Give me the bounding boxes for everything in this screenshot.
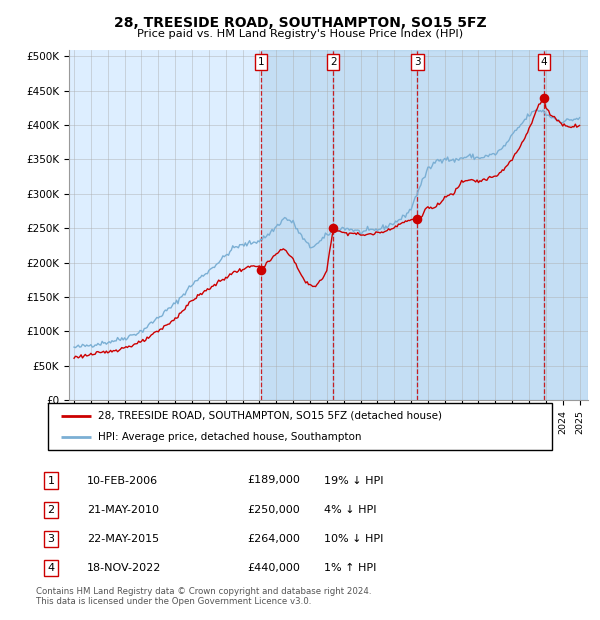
Text: 28, TREESIDE ROAD, SOUTHAMPTON, SO15 5FZ: 28, TREESIDE ROAD, SOUTHAMPTON, SO15 5FZ: [113, 16, 487, 30]
Text: 21-MAY-2010: 21-MAY-2010: [87, 505, 159, 515]
Point: [328, 223, 338, 233]
Text: HPI: Average price, detached house, Southampton: HPI: Average price, detached house, Sout…: [98, 432, 362, 442]
Text: 18-NOV-2022: 18-NOV-2022: [87, 563, 161, 573]
Text: 2: 2: [330, 57, 337, 67]
Text: 19% ↓ HPI: 19% ↓ HPI: [324, 476, 383, 485]
Bar: [333, 50, 418, 400]
Text: 28, TREESIDE ROAD, SOUTHAMPTON, SO15 5FZ (detached house): 28, TREESIDE ROAD, SOUTHAMPTON, SO15 5FZ…: [98, 410, 442, 420]
Bar: [544, 50, 588, 400]
Text: 1% ↑ HPI: 1% ↑ HPI: [324, 563, 376, 573]
Text: 3: 3: [47, 534, 55, 544]
Text: £264,000: £264,000: [247, 534, 300, 544]
Text: 3: 3: [414, 57, 421, 67]
Text: 2: 2: [47, 505, 55, 515]
Text: 22-MAY-2015: 22-MAY-2015: [87, 534, 159, 544]
Point: [539, 93, 548, 103]
Text: This data is licensed under the Open Government Licence v3.0.: This data is licensed under the Open Gov…: [36, 597, 311, 606]
FancyBboxPatch shape: [48, 403, 552, 450]
Text: £189,000: £189,000: [247, 476, 300, 485]
Bar: [418, 50, 544, 400]
Text: 4: 4: [541, 57, 547, 67]
Point: [256, 265, 266, 275]
Text: 10-FEB-2006: 10-FEB-2006: [87, 476, 158, 485]
Text: 4% ↓ HPI: 4% ↓ HPI: [324, 505, 377, 515]
Text: 1: 1: [258, 57, 265, 67]
Text: Contains HM Land Registry data © Crown copyright and database right 2024.: Contains HM Land Registry data © Crown c…: [36, 587, 371, 596]
Text: 10% ↓ HPI: 10% ↓ HPI: [324, 534, 383, 544]
Text: Price paid vs. HM Land Registry's House Price Index (HPI): Price paid vs. HM Land Registry's House …: [137, 29, 463, 38]
Bar: [261, 50, 333, 400]
Text: £250,000: £250,000: [247, 505, 300, 515]
Point: [413, 214, 422, 224]
Text: 1: 1: [47, 476, 55, 485]
Text: £440,000: £440,000: [247, 563, 300, 573]
Text: 4: 4: [47, 563, 55, 573]
